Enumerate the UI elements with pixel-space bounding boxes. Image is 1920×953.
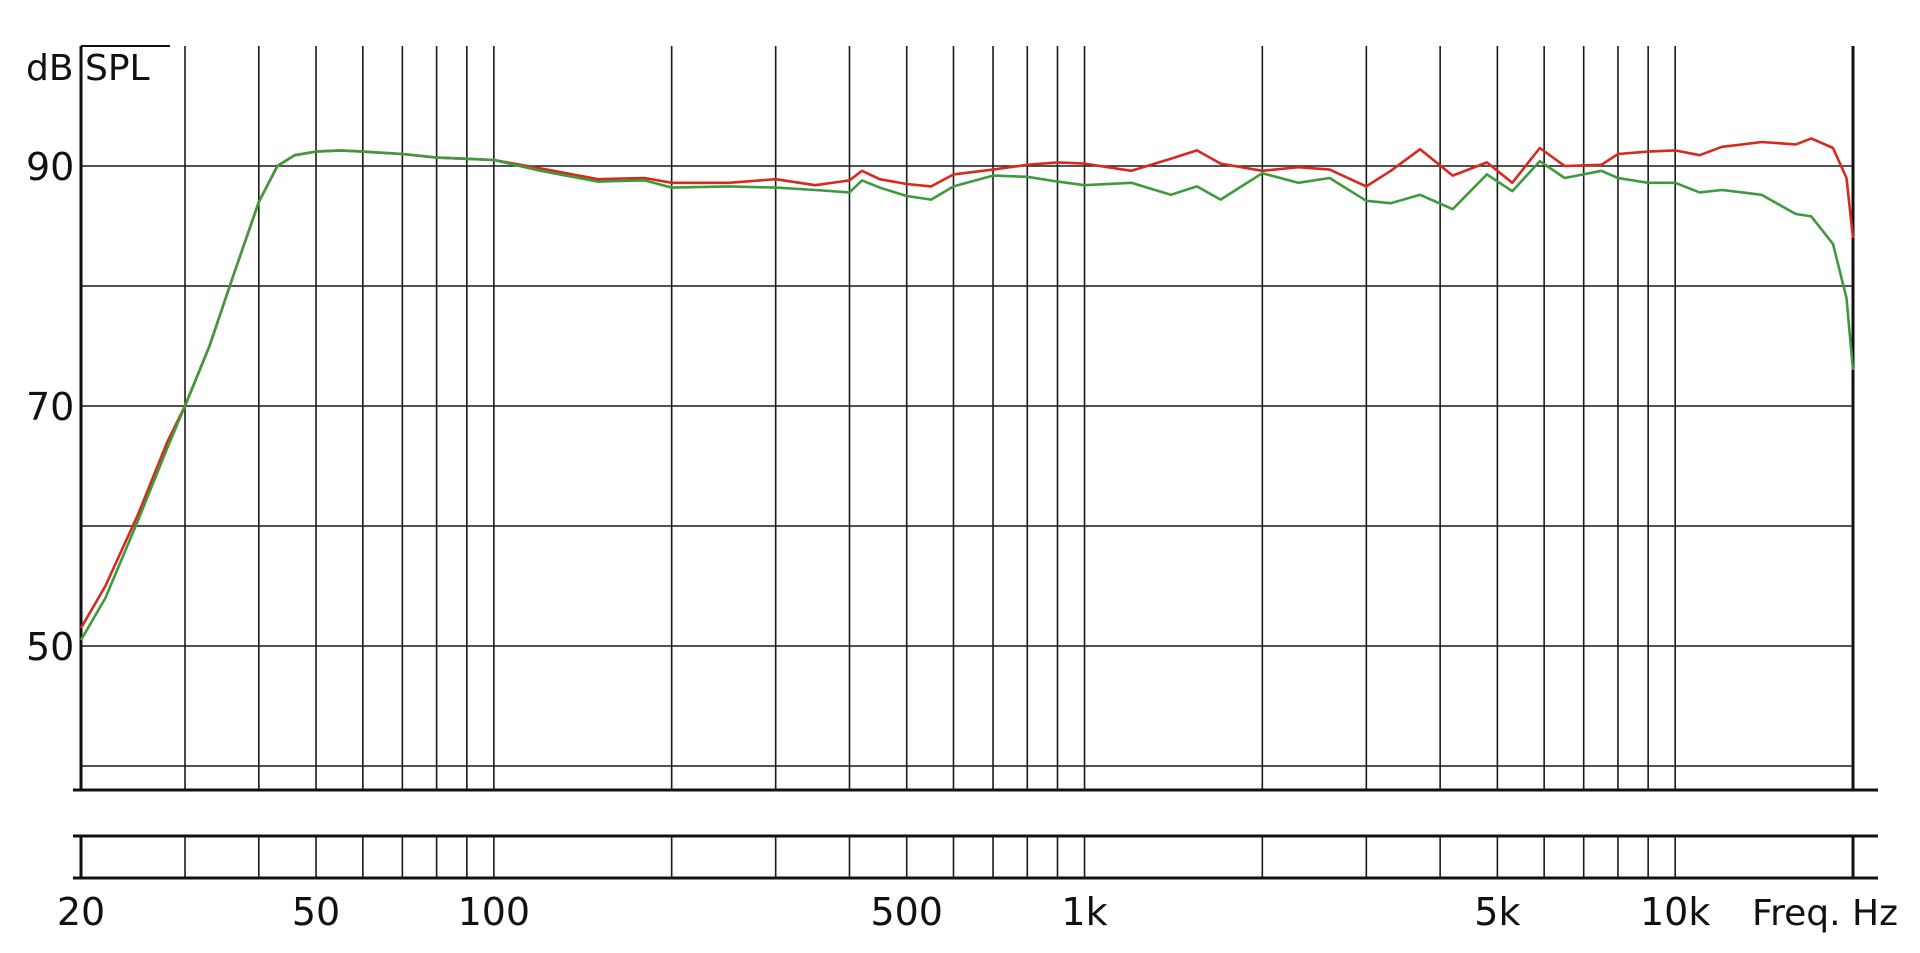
x-tick-label: 20: [57, 890, 105, 934]
y-axis-label: dB SPL: [26, 48, 150, 89]
x-tick-label: 5k: [1474, 890, 1520, 934]
data-curves: [79, 137, 1855, 641]
plot-frame: [73, 45, 1878, 880]
series-line-1: [79, 137, 1855, 629]
horizontal-gridlines: [81, 165, 1853, 767]
x-tick-label: 100: [458, 890, 531, 934]
y-tick-label: 70: [26, 385, 74, 429]
vertical-gridlines: [80, 46, 1854, 878]
x-tick-label: 500: [870, 890, 943, 934]
x-tick-label: 10k: [1640, 890, 1710, 934]
series-line-2: [79, 149, 1855, 641]
x-tick-label: 50: [292, 890, 340, 934]
x-axis-label: Freq. Hz: [1752, 893, 1898, 934]
x-tick-label: 1k: [1061, 890, 1107, 934]
x-tick-labels: 20 50 100 500 1k 5k 10k: [57, 890, 1711, 934]
y-tick-label: 50: [26, 625, 74, 669]
y-tick-labels: 50 70 90: [26, 145, 74, 669]
y-tick-label: 90: [26, 145, 74, 189]
